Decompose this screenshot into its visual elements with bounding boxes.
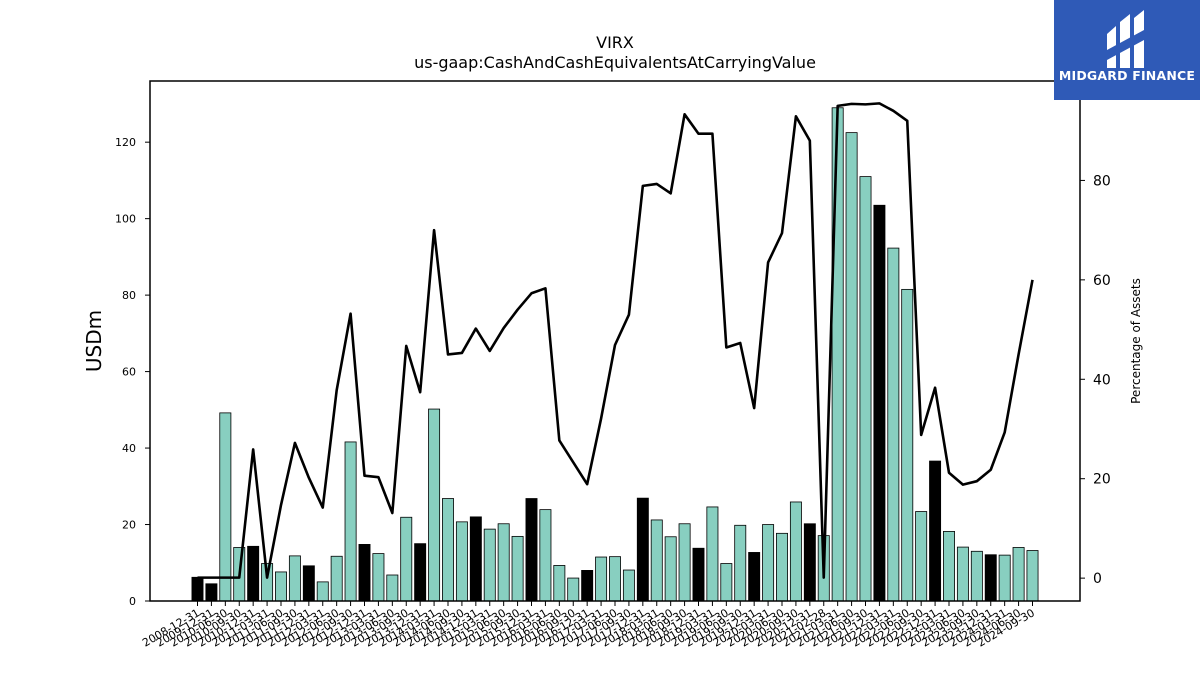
bar-2009-12-31 xyxy=(205,583,218,602)
bar-2017-09-30 xyxy=(622,569,635,602)
bar-2012-09-30 xyxy=(344,441,357,602)
bar-2015-12-31 xyxy=(525,498,538,602)
bar-2014-03-31 xyxy=(428,408,441,602)
bar-2014-12-31 xyxy=(469,516,482,602)
bar-2018-09-30 xyxy=(678,523,691,602)
bar-2017-03-31 xyxy=(595,556,608,602)
bar-2023-09-30 xyxy=(970,550,983,602)
bar-2016-09-30 xyxy=(567,577,580,602)
bar-2020-06-30 xyxy=(776,532,788,602)
bar-2012-12-31 xyxy=(358,544,371,602)
bar-2023-12-31 xyxy=(984,554,997,602)
bar-2015-09-30 xyxy=(511,535,524,602)
bar-2013-09-30 xyxy=(400,516,413,602)
bar-2020-09-30 xyxy=(789,501,802,602)
percentage-of-assets-line xyxy=(197,102,1034,579)
y-tick-label: 40 xyxy=(122,442,136,455)
bar-2024-06-30 xyxy=(1012,547,1025,602)
bar-2010-12-31 xyxy=(247,545,260,602)
bar-2018-06-30 xyxy=(664,536,677,602)
bar-2014-06-30 xyxy=(442,498,454,602)
bar-2019-06-30 xyxy=(720,563,733,602)
y-tick-label: 20 xyxy=(122,519,136,532)
y-axis-label: USDm xyxy=(82,310,106,372)
bar-2022-09-30 xyxy=(915,511,928,602)
bar-2013-12-31 xyxy=(414,543,427,602)
bar-2020-12-31 xyxy=(803,523,816,602)
bar-2016-03-31 xyxy=(539,509,552,602)
y2-tick-label: 60 xyxy=(1093,273,1111,289)
bar-2010-06-30 xyxy=(219,412,232,602)
y-tick-label: 60 xyxy=(122,366,136,379)
y2-tick-label: 20 xyxy=(1093,472,1111,488)
bar-2015-06-30 xyxy=(497,523,510,602)
bar-2024-03-31 xyxy=(998,554,1011,602)
bar-2017-06-30 xyxy=(609,556,621,602)
bar-2012-06-30 xyxy=(330,555,343,602)
y-tick-label: 0 xyxy=(129,595,136,608)
bar-2019-09-30 xyxy=(734,524,747,602)
y2-tick-label: 80 xyxy=(1093,173,1111,189)
bar-2018-03-31 xyxy=(650,519,663,602)
bar-2021-03-31 xyxy=(831,107,844,602)
bar-2011-06-30 xyxy=(275,571,287,602)
bar-2023-06-30 xyxy=(956,546,969,602)
y2-axis-label: Percentage of Assets xyxy=(1129,278,1143,404)
bar-2021-09-30 xyxy=(859,176,872,602)
y-tick-label: 80 xyxy=(122,289,136,302)
bar-2016-06-30 xyxy=(553,565,566,602)
bar-2008-12-31 xyxy=(191,576,204,602)
bar-2021-06-30 xyxy=(845,132,858,602)
bar-2018-12-31 xyxy=(692,547,705,602)
bar-2017-12-31 xyxy=(636,497,649,602)
bar-2020-03-31 xyxy=(762,524,775,602)
bar-2022-06-30 xyxy=(901,288,914,602)
bar-2019-03-31 xyxy=(706,506,719,602)
bar-2016-12-31 xyxy=(581,570,594,602)
bar-2023-03-31 xyxy=(943,531,955,602)
bar-2013-03-31 xyxy=(372,553,385,602)
y2-tick-label: 0 xyxy=(1093,571,1102,587)
midgard-logo-icon xyxy=(1107,10,1144,68)
bar-2011-09-30 xyxy=(288,555,301,602)
bar-2021-12-31 xyxy=(873,204,886,602)
y-tick-label: 120 xyxy=(115,136,136,149)
axes-layer: 0204060801001200204060802008-12-312009-1… xyxy=(115,80,1111,650)
bar-2015-03-31 xyxy=(483,528,496,602)
logo-text: MIDGARD FINANCE xyxy=(1058,68,1196,83)
bar-2022-12-31 xyxy=(929,460,942,602)
bar-2022-03-31 xyxy=(887,247,900,602)
bar-2011-12-31 xyxy=(302,565,315,602)
bar-2014-09-30 xyxy=(455,521,468,602)
line-layer xyxy=(197,102,1034,579)
bar-2013-06-30 xyxy=(386,574,399,602)
bar-2012-03-31 xyxy=(316,581,329,602)
y2-tick-label: 40 xyxy=(1093,372,1111,388)
chart-title: VIRX xyxy=(596,33,634,52)
bar-2024-09-30 xyxy=(1026,550,1039,602)
bar-2019-12-31 xyxy=(748,552,761,602)
y-tick-label: 100 xyxy=(115,213,136,226)
midgard-finance-logo: MIDGARD FINANCE xyxy=(1054,0,1200,100)
chart-subtitle: us-gaap:CashAndCashEquivalentsAtCarrying… xyxy=(414,53,816,72)
